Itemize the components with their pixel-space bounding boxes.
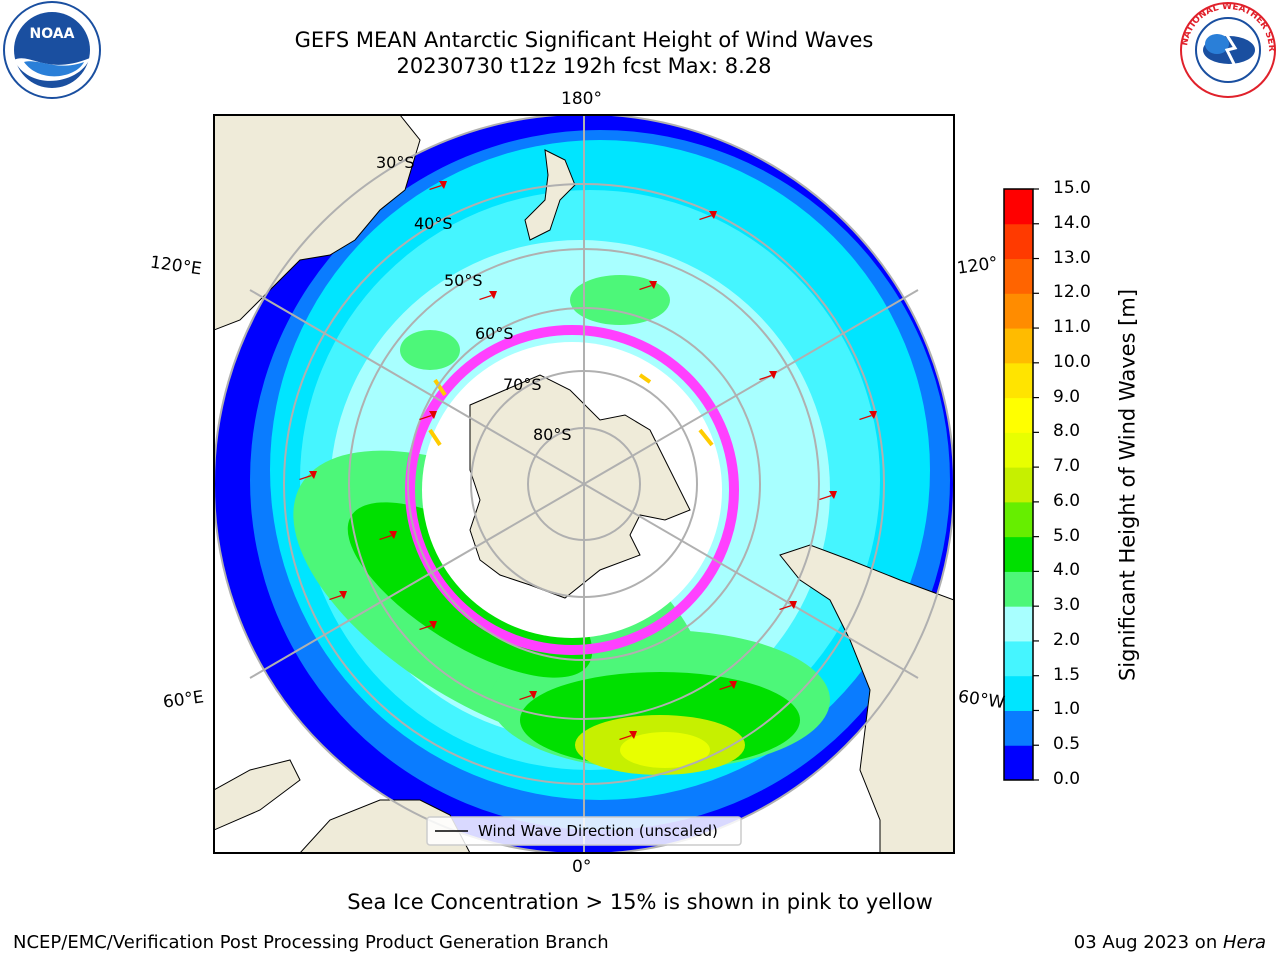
wind-wave-arrows bbox=[299, 181, 877, 740]
colorbar-segment bbox=[1004, 745, 1033, 781]
colorbar-segment bbox=[1004, 432, 1033, 468]
colorbar-segment bbox=[1004, 293, 1033, 329]
colorbar-tick-label: 6.0 bbox=[1053, 490, 1081, 511]
africa-land bbox=[214, 759, 301, 831]
colorbar-segment bbox=[1004, 189, 1033, 225]
colorbar-tick-label: 10.0 bbox=[1053, 351, 1091, 372]
colorbar-tick-label: 0.5 bbox=[1053, 734, 1081, 755]
colorbar-tick-label: 13.0 bbox=[1053, 247, 1091, 268]
map-subtitle: 20230730 t12z 192h fcst Max: 8.28 bbox=[396, 54, 772, 78]
colorbar-segment bbox=[1004, 710, 1033, 746]
colorbar-segment bbox=[1004, 501, 1033, 538]
colorbar-tick-label: 0.0 bbox=[1053, 769, 1081, 789]
date-text: 03 Aug 2023 on bbox=[1073, 932, 1223, 953]
svg-text:NOAA: NOAA bbox=[30, 26, 75, 42]
machine-name: Hera bbox=[1222, 932, 1266, 953]
run-date: 03 Aug 2023 on Hera bbox=[1074, 932, 1266, 953]
colorbar-tick-label: 15.0 bbox=[1053, 178, 1091, 198]
sea-ice-edge bbox=[405, 325, 739, 655]
lat-label-50s: 50°S bbox=[444, 271, 483, 290]
nws-logo: NATIONAL WEATHER SERVICE bbox=[1177, 0, 1276, 98]
colorbar-tick-label: 3.0 bbox=[1053, 595, 1081, 616]
colorbar-tick-label: 14.0 bbox=[1053, 212, 1091, 233]
colorbar-tick-label: 5.0 bbox=[1053, 525, 1081, 546]
colorbar-segment bbox=[1004, 571, 1033, 607]
arrow-legend bbox=[426, 816, 742, 846]
colorbar-segment bbox=[1004, 467, 1033, 503]
colorbar bbox=[1004, 188, 1039, 781]
colorbar-segment bbox=[1004, 362, 1033, 399]
lat-label-40s: 40°S bbox=[414, 214, 453, 233]
sea-ice-caption: Sea Ice Concentration > 15% is shown in … bbox=[347, 890, 933, 914]
colorbar-tick-label: 1.0 bbox=[1053, 699, 1081, 720]
colorbar-tick-label: 7.0 bbox=[1053, 456, 1081, 477]
colorbar-tick-label: 1.5 bbox=[1053, 664, 1081, 685]
land-new-zealand bbox=[524, 149, 576, 241]
colorbar-segment bbox=[1004, 675, 1033, 711]
colorbar-segment bbox=[1004, 640, 1033, 677]
sea-ice-yellow bbox=[428, 373, 714, 447]
colorbar-segment bbox=[1004, 258, 1033, 294]
lon-label-180: 180° bbox=[561, 89, 602, 109]
colorbar-tick-label: 4.0 bbox=[1053, 560, 1081, 581]
colorbar-tick-label: 12.0 bbox=[1053, 282, 1091, 303]
colorbar-segment bbox=[1004, 223, 1033, 260]
map-title: GEFS MEAN Antarctic Significant Height o… bbox=[294, 28, 874, 52]
colorbar-segment bbox=[1004, 606, 1033, 642]
noaa-logo: NOAA bbox=[3, 1, 101, 99]
colorbar-tick-label: 8.0 bbox=[1053, 421, 1081, 442]
colorbar-tick-label: 9.0 bbox=[1053, 386, 1081, 407]
arrow-legend-label: Wind Wave Direction (unscaled) bbox=[478, 822, 718, 840]
lat-label-70s: 70°S bbox=[503, 375, 542, 394]
colorbar-label: Significant Height of Wind Waves [m] bbox=[1115, 288, 1140, 682]
lat-label-60s: 60°S bbox=[475, 324, 514, 343]
lat-label-80s: 80°S bbox=[533, 425, 572, 444]
lon-label-0: 0° bbox=[572, 857, 592, 877]
colorbar-tick-label: 2.0 bbox=[1053, 629, 1081, 650]
colorbar-segment bbox=[1004, 536, 1033, 572]
colorbar-segment bbox=[1004, 397, 1033, 433]
credit-line: NCEP/EMC/Verification Post Processing Pr… bbox=[13, 932, 609, 953]
colorbar-tick-label: 11.0 bbox=[1053, 317, 1091, 338]
lat-label-30s: 30°S bbox=[376, 153, 415, 172]
colorbar-segment bbox=[1004, 328, 1033, 364]
graticule bbox=[214, 115, 954, 853]
